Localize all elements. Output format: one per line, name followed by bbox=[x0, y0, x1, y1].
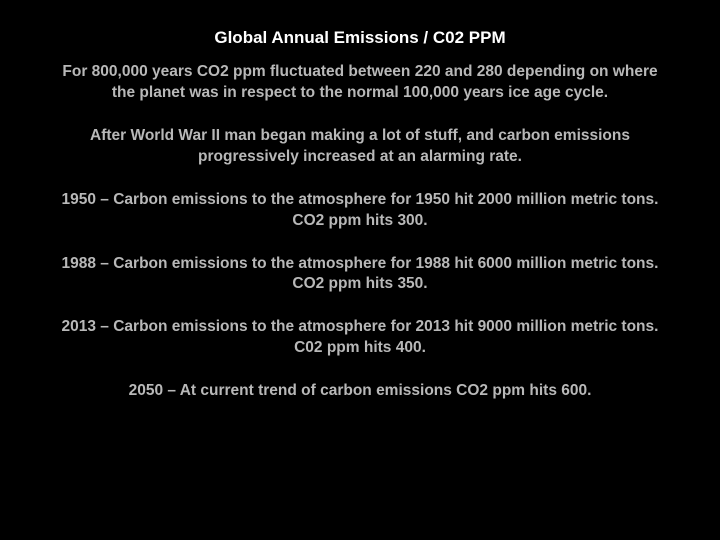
paragraph-6: 2050 – At current trend of carbon emissi… bbox=[129, 381, 592, 402]
paragraph-2: After World War II man began making a lo… bbox=[60, 126, 660, 168]
paragraph-4: 1988 – Carbon emissions to the atmospher… bbox=[60, 254, 660, 296]
slide-title: Global Annual Emissions / C02 PPM bbox=[214, 28, 505, 48]
slide-container: Global Annual Emissions / C02 PPM For 80… bbox=[0, 0, 720, 540]
paragraph-5: 2013 – Carbon emissions to the atmospher… bbox=[60, 317, 660, 359]
paragraph-3: 1950 – Carbon emissions to the atmospher… bbox=[60, 190, 660, 232]
paragraph-1: For 800,000 years CO2 ppm fluctuated bet… bbox=[60, 62, 660, 104]
